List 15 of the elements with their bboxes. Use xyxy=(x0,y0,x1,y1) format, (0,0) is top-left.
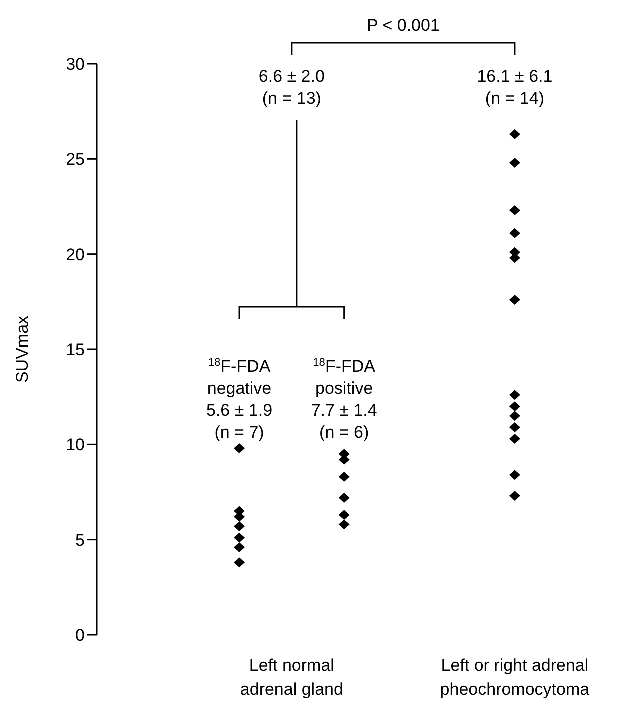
y-tick-label: 25 xyxy=(66,150,85,170)
annotation: 6.6 ± 2.0 (n = 13) xyxy=(258,67,325,108)
x-tick-label: Left or right adrenal pheochromocytoma xyxy=(440,656,590,699)
text: P < 0.001 xyxy=(366,16,440,35)
y-tick-label: 20 xyxy=(66,245,85,264)
annotation: $^{18}$F-FDA positive 7.7 ± 1.4 (n = 6) xyxy=(311,357,378,442)
annotation: 16.1 ± 6.1 (n = 14) xyxy=(477,67,553,108)
y-tick-label: 30 xyxy=(66,55,85,74)
annotation: $^{18}$F-FDA negative 5.6 ± 1.9 (n = 7) xyxy=(206,357,273,442)
y-axis-title: SUVmax xyxy=(13,315,32,384)
y-tick-label: 0 xyxy=(76,626,85,646)
y-tick-label: 15 xyxy=(66,340,85,360)
y-tick-label: 5 xyxy=(76,530,85,550)
x-tick-label: Left normal adrenal gland xyxy=(240,656,344,699)
y-tick-label: 10 xyxy=(66,436,85,455)
